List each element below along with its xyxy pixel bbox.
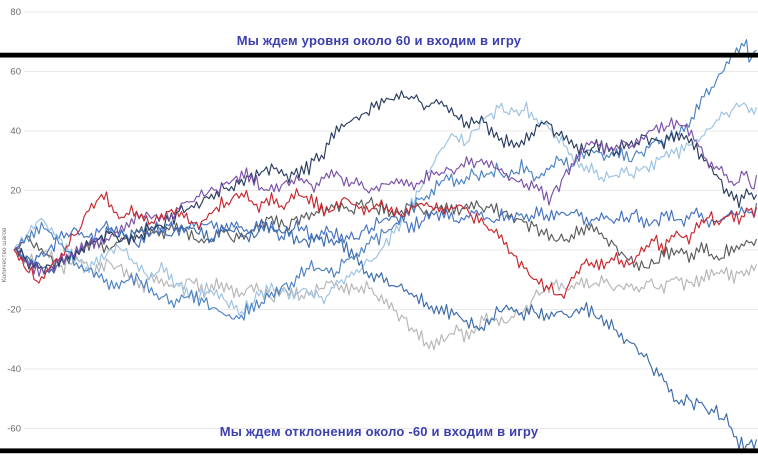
series-line-walk-light-gray bbox=[13, 249, 758, 351]
series-line-walk-blue-rising bbox=[13, 39, 757, 321]
y-tick-label: 80 bbox=[10, 7, 21, 18]
y-tick-label: -40 bbox=[7, 364, 21, 375]
series-line-walk-navy bbox=[13, 90, 758, 275]
annotation-lower-entry-level: Мы ждем отклонения около -60 и входим в … bbox=[219, 424, 539, 439]
series-line-walk-sky-blue bbox=[13, 101, 758, 316]
y-tick-label: 60 bbox=[10, 67, 21, 78]
upper-threshold-line bbox=[0, 52, 758, 58]
series-line-walk-blue-descending bbox=[13, 220, 758, 452]
y-axis-title: Количество шагов bbox=[1, 227, 8, 283]
annotation-upper-entry-level: Мы ждем уровня около 60 и входим в игру bbox=[236, 33, 522, 48]
y-tick-label: -60 bbox=[7, 424, 21, 435]
series-line-walk-red bbox=[13, 188, 758, 299]
y-tick-label: 40 bbox=[10, 126, 21, 137]
y-tick-label: -20 bbox=[7, 305, 21, 316]
y-tick-label: 20 bbox=[10, 186, 21, 197]
series-line-walk-blue-flat bbox=[13, 202, 758, 266]
lower-threshold-line bbox=[0, 448, 758, 454]
series-line-walk-purple bbox=[13, 117, 758, 277]
